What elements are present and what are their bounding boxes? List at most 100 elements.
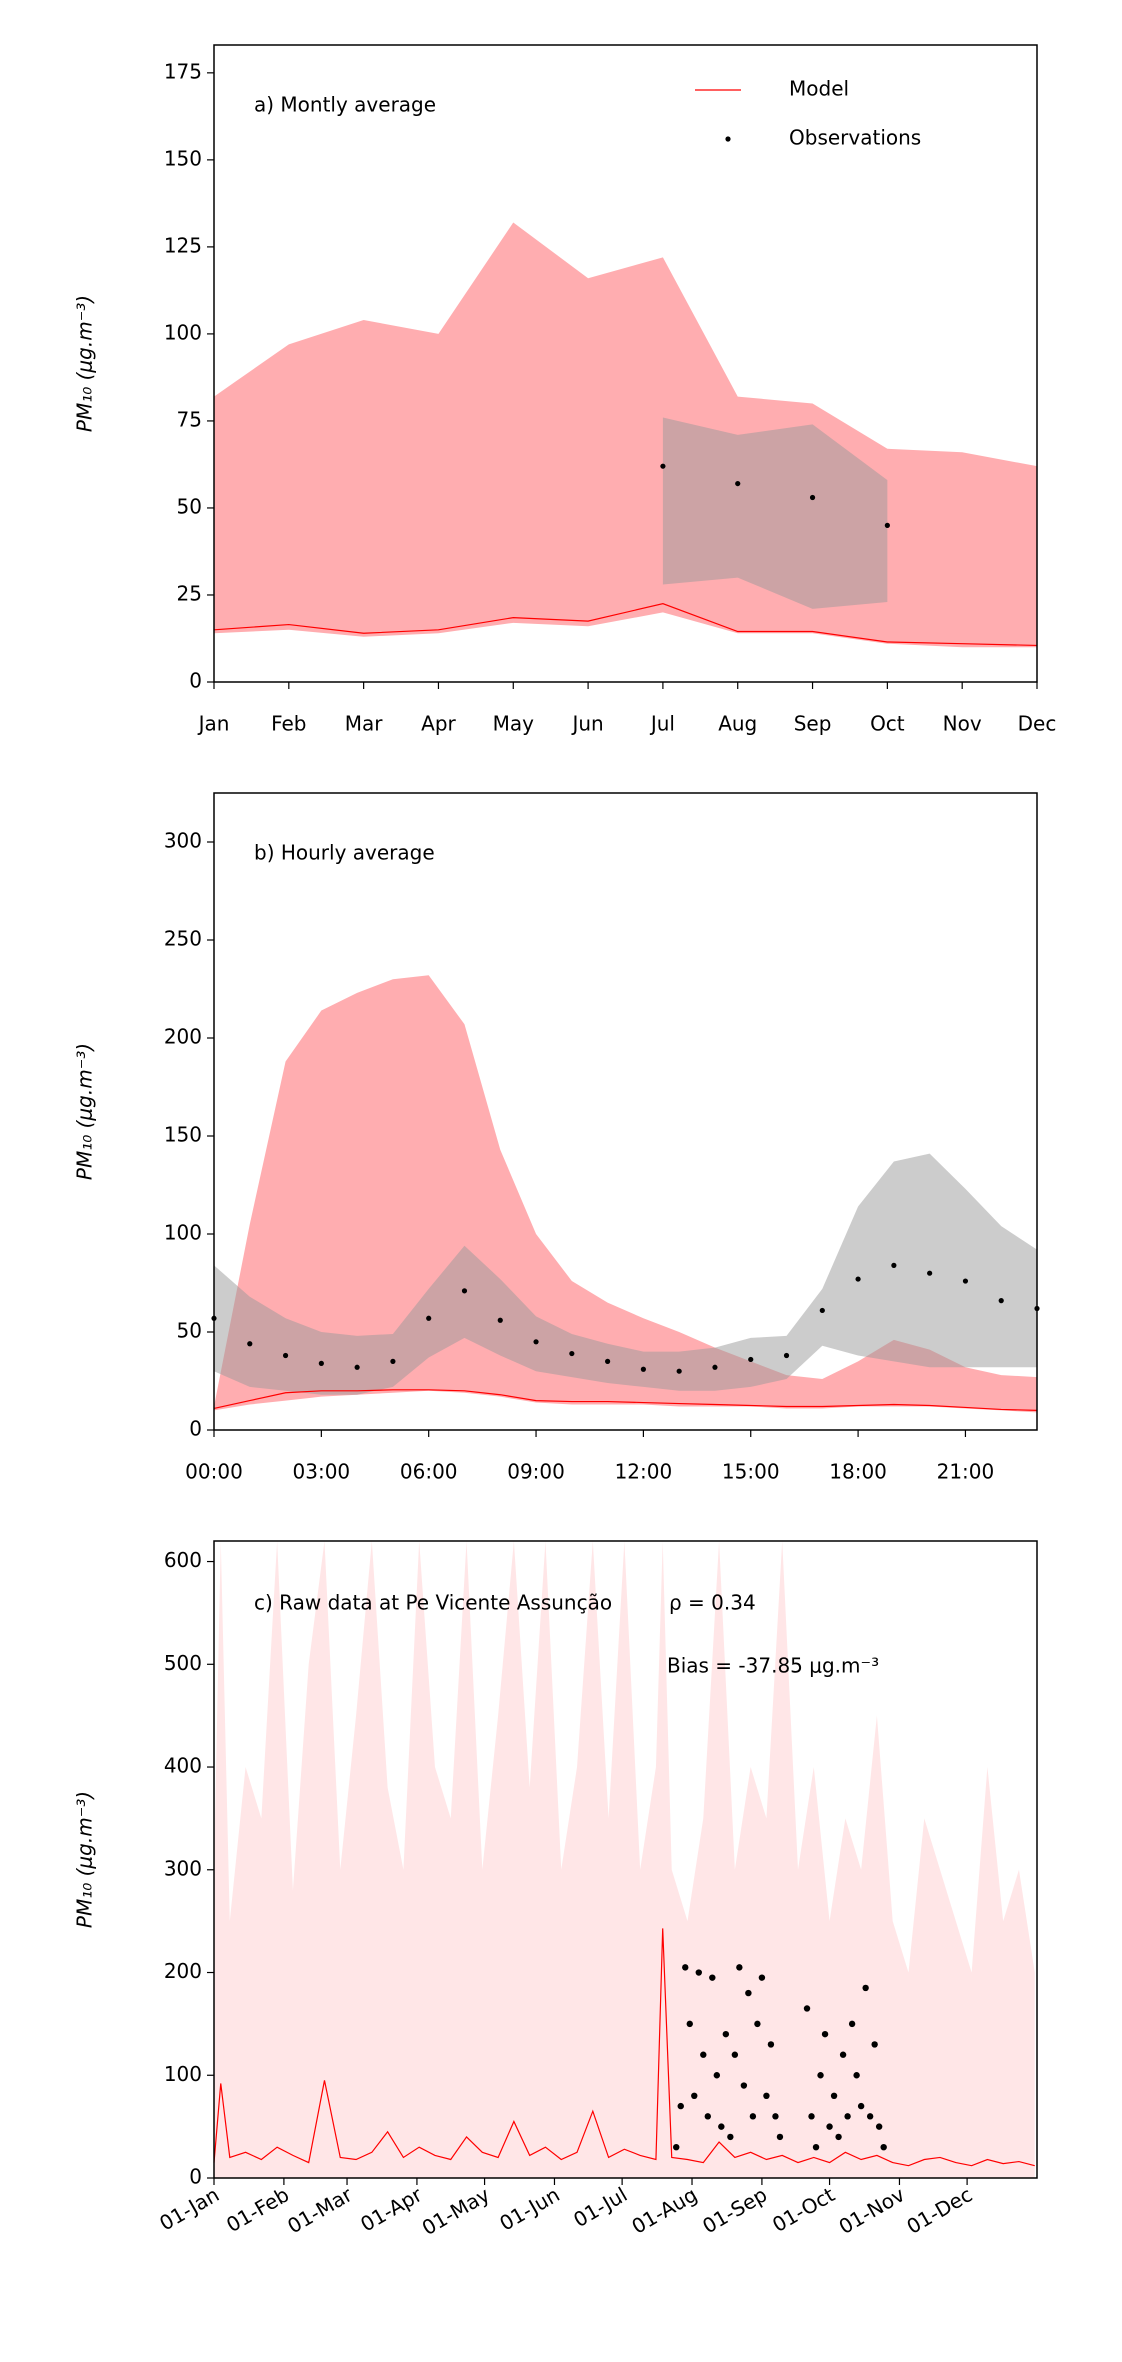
observation-dot: [880, 2143, 887, 2151]
observation-dot: [713, 2072, 721, 2079]
observation-dot: [891, 1262, 897, 1268]
observation-dot: [835, 2133, 842, 2141]
y-tick-label: 125: [164, 233, 202, 257]
observation-dot: [745, 1989, 752, 1997]
observation-dot: [819, 1307, 825, 1314]
model-line: [213, 603, 1038, 647]
y-tick-label: 150: [164, 146, 202, 170]
y-tick-label: 25: [177, 581, 202, 605]
observation-dot: [426, 1315, 432, 1321]
observation-dot: [533, 1339, 539, 1345]
x-tick-label: Mar: [345, 712, 384, 736]
observation-dot: [727, 2133, 734, 2141]
y-tick-label: 0: [189, 1417, 202, 1441]
observation-dot: [776, 2133, 784, 2141]
observation-dot: [318, 1360, 324, 1366]
band: [214, 222, 1037, 648]
observation-dot: [998, 1298, 1004, 1304]
annotation: b) Hourly average: [254, 841, 435, 865]
x-tick-label: Jul: [649, 712, 675, 736]
observation-dot: [857, 2102, 865, 2110]
observation-dot: [695, 1969, 702, 1976]
legend-swatch: [725, 136, 731, 142]
panel: [211, 975, 1040, 1413]
y-tick-label: 600: [164, 1548, 202, 1572]
x-tick-label: Nov: [943, 712, 982, 736]
x-tick-label: Dec: [1018, 712, 1057, 736]
observation-dot: [855, 1276, 861, 1282]
observation-dot: [712, 1364, 718, 1370]
observation-dot: [722, 2030, 730, 2038]
panel: [213, 1541, 1035, 2178]
y-tick-label: 100: [164, 1221, 202, 1245]
y-axis-label: PM₁₀ (μg.m⁻³): [73, 1791, 97, 1928]
observation-dot: [758, 1974, 766, 1981]
x-tick-label: 01-Feb: [222, 2182, 293, 2237]
x-tick-label: 09:00: [507, 1460, 565, 1484]
x-tick-label: Aug: [718, 712, 757, 736]
observation-dot: [686, 2020, 693, 2028]
x-tick-label: 01-Mar: [283, 2182, 357, 2238]
y-tick-label: 75: [177, 407, 202, 431]
observation-dot: [844, 2113, 851, 2120]
observation-dot: [677, 2102, 684, 2110]
x-tick-label: Feb: [271, 712, 306, 736]
x-tick-label: May: [493, 712, 535, 736]
observation-dot: [748, 1356, 754, 1363]
x-tick-label: 01-Jun: [495, 2182, 563, 2235]
observation-dot: [569, 1350, 575, 1357]
y-tick-label: 300: [164, 1856, 202, 1880]
observation-dot: [704, 2113, 711, 2120]
x-tick-label: Oct: [870, 712, 905, 736]
y-tick-label: 200: [164, 1025, 202, 1049]
observation-dot: [809, 494, 816, 501]
y-tick-label: 0: [189, 2165, 202, 2189]
observation-dot: [772, 2113, 779, 2120]
x-tick-label: 01-May: [418, 2182, 494, 2240]
observation-dot: [749, 2113, 757, 2120]
observation-dot: [848, 2020, 856, 2028]
observation-dot: [817, 2072, 824, 2079]
observation-dot: [962, 1278, 969, 1284]
x-tick-label: 01-Jan: [155, 2182, 223, 2235]
observation-dot: [700, 2051, 707, 2058]
observation-dot: [660, 463, 666, 469]
x-tick-label: 21:00: [937, 1460, 995, 1484]
observation-dot: [735, 480, 741, 487]
observation-dot: [676, 1368, 682, 1374]
observation-dot: [839, 2051, 847, 2058]
observation-dot: [875, 2123, 883, 2130]
observation-dot: [354, 1364, 360, 1370]
observation-dot: [673, 2143, 680, 2151]
band: [214, 1153, 1037, 1395]
observation-dot: [767, 2041, 775, 2048]
frame: [213, 1540, 1038, 2179]
y-tick-label: 175: [164, 59, 202, 83]
x-tick-label: Jan: [197, 712, 230, 736]
observation-dot: [282, 1352, 289, 1359]
x-tick-label: Apr: [421, 712, 456, 736]
observation-dot: [682, 1964, 689, 1971]
observation-dot: [247, 1341, 253, 1347]
legend-label: Observations: [789, 126, 921, 150]
y-tick-label: 500: [164, 1651, 202, 1675]
annotation: ρ = 0.34: [669, 1591, 756, 1615]
annotation: a) Montly average: [254, 93, 436, 117]
model-line: [213, 1928, 1035, 2167]
x-tick-label: 01-Jul: [569, 2182, 631, 2232]
x-tick-label: 18:00: [829, 1460, 887, 1484]
panel: [213, 222, 1038, 648]
observation-dot: [709, 1974, 716, 1981]
observation-dot: [830, 2092, 838, 2100]
observation-dot: [927, 1270, 933, 1276]
observation-dot: [763, 2092, 770, 2100]
observation-dot: [461, 1288, 468, 1294]
y-tick-label: 300: [164, 829, 202, 853]
x-tick-label: 01-Sep: [698, 2182, 771, 2238]
y-axis-label: PM₁₀ (μg.m⁻³): [73, 295, 97, 432]
y-tick-label: 250: [164, 927, 202, 951]
y-tick-label: 50: [177, 494, 202, 518]
y-tick-label: 0: [189, 669, 202, 693]
x-tick-label: 01-Dec: [903, 2182, 977, 2238]
